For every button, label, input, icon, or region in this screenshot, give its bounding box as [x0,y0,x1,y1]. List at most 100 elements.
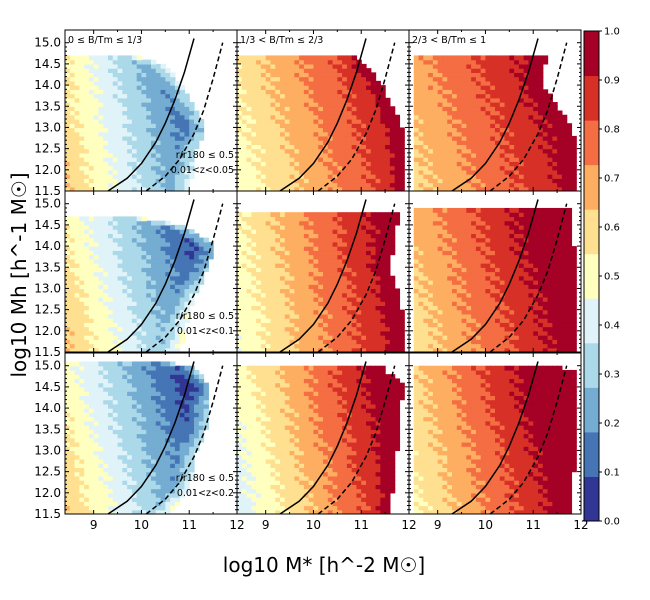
heatmap-cell [514,63,520,69]
heatmap-cell [547,178,553,184]
heatmap-cell [370,186,377,191]
heatmap-cell [538,102,544,107]
heatmap-cell [356,182,362,188]
heatmap-cell [260,89,267,95]
heatmap-cell [485,93,491,99]
heatmap-cell [65,169,71,175]
heatmap-cell [442,157,448,162]
heatmap-cell [514,148,520,154]
heatmap-cell [461,93,467,99]
heatmap-cell [423,80,429,86]
heatmap-cell [246,80,252,86]
heatmap-cell [141,305,147,311]
heatmap-cell [146,85,152,90]
heatmap-cell [332,186,338,191]
heatmap-cell [275,127,281,133]
heatmap-cell [456,63,463,69]
heatmap-cell [256,296,262,302]
heatmap-cell [270,110,276,116]
heatmap-cell [499,140,506,145]
heatmap-cell [69,102,76,107]
heatmap-cell [323,186,329,191]
heatmap-cell [122,275,128,281]
heatmap-cell [366,144,372,150]
heatmap-cell [323,288,329,294]
heatmap-cell [251,89,257,95]
heatmap-cell [179,326,186,332]
heatmap-cell [256,161,262,167]
heatmap-cell [480,102,487,107]
heatmap-cell [165,110,171,116]
heatmap-cell [337,322,343,328]
heatmap-cell [260,157,267,162]
heatmap-cell [151,157,157,162]
heatmap-cell [327,246,334,251]
heatmap-cell [475,127,482,133]
heatmap-cell [566,161,573,167]
heatmap-cell [84,313,90,319]
heatmap-cell [270,68,276,73]
heatmap-cell [442,182,448,188]
heatmap-cell [542,114,549,120]
heatmap-cell [79,127,85,133]
heatmap-cell [413,97,420,103]
heatmap-cell [108,339,114,345]
heatmap-cell [313,148,319,154]
heatmap-cell [284,246,291,251]
heatmap-cell [184,246,190,251]
heatmap-cell [74,80,80,86]
heatmap-cell [270,72,276,78]
heatmap-cell [256,335,262,340]
heatmap-cell [413,127,420,133]
heatmap-cell [518,127,525,133]
heatmap-cell [174,254,181,260]
heatmap-cell [141,72,147,78]
heatmap-cell [361,284,367,290]
heatmap-cell [346,347,353,352]
heatmap-cell [84,72,90,78]
heatmap-cell [160,246,166,251]
heatmap-cell [194,114,200,120]
heatmap-cell [103,59,109,65]
heatmap-cell [337,339,343,345]
heatmap-cell [289,80,295,86]
heatmap-cell [270,309,276,315]
heatmap-cell [93,284,100,290]
heatmap-cell [461,76,467,82]
heatmap-cell [466,55,472,61]
heatmap-cell [366,118,372,124]
heatmap-cell [280,339,286,345]
heatmap-cell [308,182,315,188]
heatmap-cell [179,318,186,323]
heatmap-cell [375,165,381,171]
heatmap-cell [557,144,563,150]
heatmap-cell [380,165,386,171]
heatmap-cell [561,186,568,191]
heatmap-cell [165,182,171,188]
heatmap-cell [428,127,434,133]
heatmap-cell [141,279,147,285]
heatmap-cell [533,157,539,162]
heatmap-cell [370,178,377,184]
heatmap-cell [313,165,319,171]
heatmap-cell [423,148,429,154]
heatmap-cell [514,85,520,90]
heatmap-cell [79,80,85,86]
heatmap-cell [184,233,190,239]
heatmap-cell [294,267,300,273]
heatmap-cell [361,292,367,298]
heatmap-cell [523,131,530,137]
heatmap-cell [260,68,267,73]
heatmap-cell [428,97,434,103]
heatmap-cell [174,237,181,243]
heatmap-cell [189,165,195,171]
heatmap-cell [108,330,114,336]
heatmap-cell [256,106,262,112]
heatmap-cell [346,127,353,133]
heatmap-cell [74,267,80,273]
heatmap-cell [127,148,133,154]
heatmap-cell [356,318,362,323]
heatmap-cell [327,55,334,61]
heatmap-cell [284,102,291,107]
heatmap-cell [65,93,71,99]
